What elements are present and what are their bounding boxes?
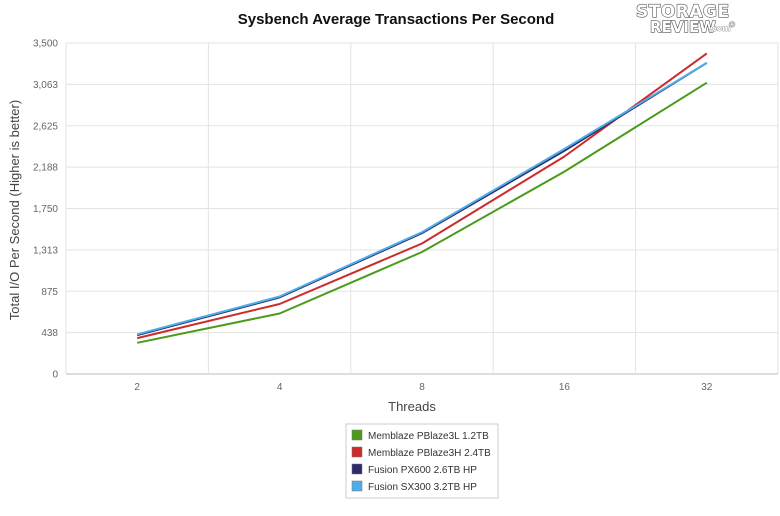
y-axis-label: Total I/O Per Second (Higher is better): [7, 100, 22, 320]
y-tick-label: 875: [41, 287, 58, 298]
series-line-2: [136, 52, 708, 340]
legend-swatch: [351, 446, 363, 458]
y-tick-label: 2,188: [33, 163, 58, 174]
x-tick-label: 8: [419, 382, 425, 393]
y-tick-label: 2,625: [33, 121, 58, 132]
legend: Memblaze PBlaze3L 1.2TB Memblaze PBlaze3H…: [345, 423, 499, 499]
series-line-3: [136, 62, 708, 337]
series-line-4: [136, 62, 708, 336]
y-tick-label: 1,313: [33, 245, 58, 256]
legend-label: Memblaze PBlaze3L 1.2TB: [368, 431, 489, 442]
logo-line-1: STORAGE: [636, 2, 730, 22]
x-tick-label: 16: [559, 382, 571, 393]
chart-title: Sysbench Average Transactions Per Second: [238, 11, 555, 28]
logo-line-2: REVIEW: [650, 18, 716, 36]
legend-box: [345, 423, 499, 499]
y-tick-label: 3,063: [33, 80, 58, 91]
legend-label: Fusion SX300 3.2TB HP: [368, 482, 477, 493]
x-axis-label: Threads: [388, 399, 436, 414]
y-tick-label: 0: [52, 370, 58, 381]
logo-mark: ®: [728, 20, 736, 29]
legend-swatch: [351, 429, 363, 441]
y-axis-ticks: 0 438 875 1,313 1,750 2,188 2,625 3,063 3,500: [33, 39, 58, 381]
x-tick-label: 32: [701, 382, 713, 393]
legend-swatch: [351, 480, 363, 492]
storagereview-logo: STORAGE REVIEW .com ®: [635, 1, 736, 36]
series-lines: [136, 52, 708, 344]
legend-label: Memblaze PBlaze3H 2.4TB: [368, 448, 491, 459]
x-tick-label: 2: [134, 382, 140, 393]
x-axis-ticks: 2 4 8 16 32: [134, 382, 712, 393]
logo-suffix: .com: [709, 24, 731, 33]
y-tick-label: 438: [41, 328, 58, 339]
y-tick-label: 3,500: [33, 39, 58, 50]
legend-swatch: [351, 463, 363, 475]
series-line-1: [136, 81, 708, 344]
y-tick-label: 1,750: [33, 204, 58, 215]
x-tick-label: 4: [277, 382, 283, 393]
legend-label: Fusion PX600 2.6TB HP: [368, 465, 477, 476]
